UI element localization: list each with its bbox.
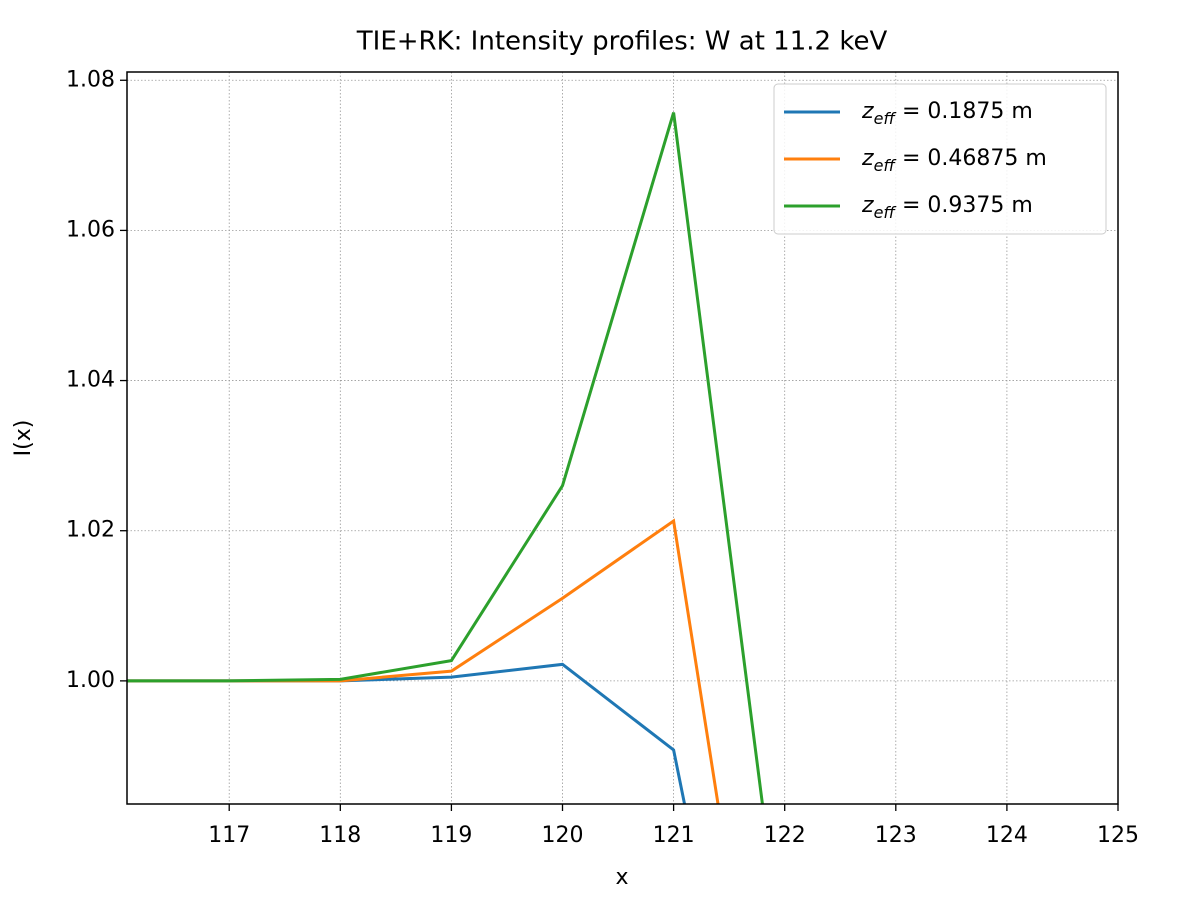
x-tick-label: 117 [208, 823, 250, 848]
x-tick-label: 118 [319, 823, 361, 848]
y-tick-label: 1.02 [66, 518, 115, 543]
x-tick-label: 121 [653, 823, 695, 848]
x-tick-label: 120 [542, 823, 584, 848]
y-tick-label: 1.08 [66, 67, 115, 92]
legend-label: zeff = 0.9375 m [861, 193, 1033, 222]
legend-box [773, 83, 1107, 235]
legend-label: zeff = 0.1875 m [861, 99, 1033, 128]
chart-title: TIE+RK: Intensity profiles: W at 11.2 ke… [356, 27, 888, 57]
x-tick-label: 125 [1097, 823, 1139, 848]
y-tick-label: 1.06 [66, 217, 115, 242]
x-tick-label: 119 [430, 823, 472, 848]
y-tick-label: 1.00 [66, 668, 115, 693]
plot-frame [126, 71, 1119, 805]
x-axis-label: x [615, 865, 628, 890]
y-tick-label: 1.04 [66, 368, 115, 393]
legend-label: zeff = 0.46875 m [861, 146, 1047, 175]
x-tick-label: 124 [986, 823, 1028, 848]
x-tick-label: 123 [875, 823, 917, 848]
data-line [127, 112, 764, 804]
x-tick-label: 122 [764, 823, 806, 848]
y-axis-label: I(x) [11, 420, 36, 457]
plot-lines [127, 112, 764, 804]
